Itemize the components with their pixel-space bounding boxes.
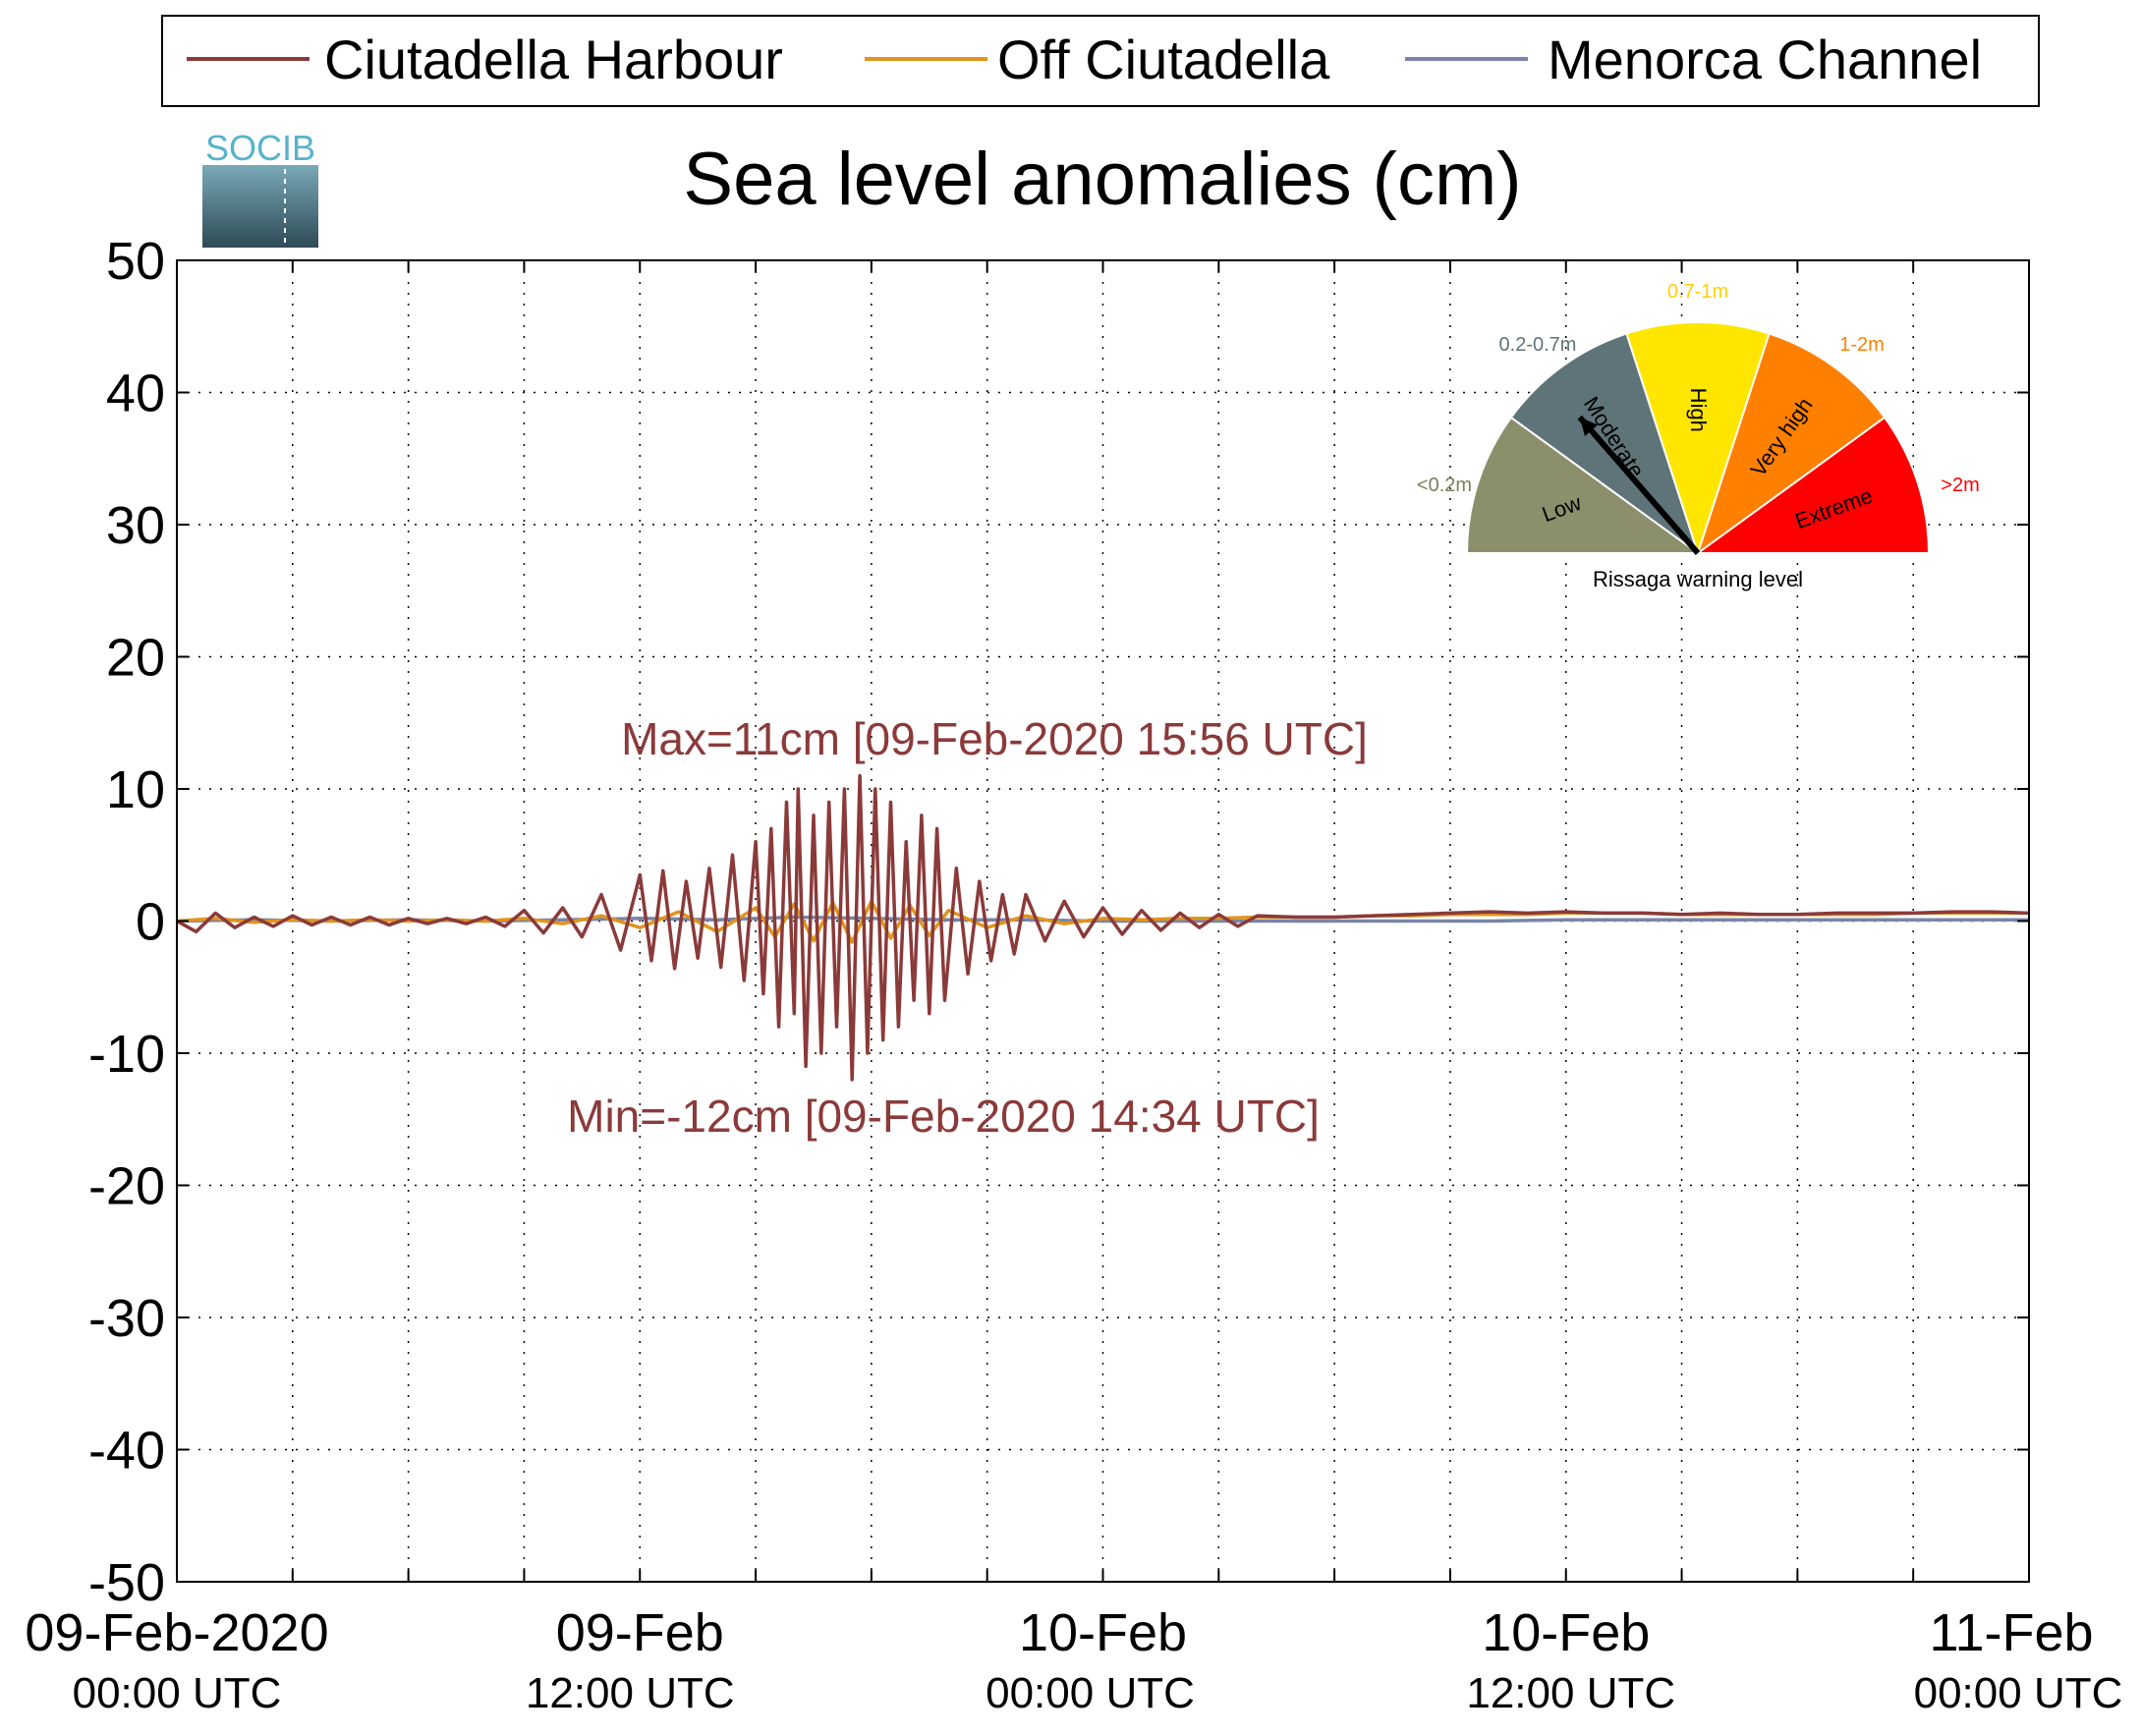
y-tick-label: -20 [88,1157,165,1216]
y-tick-label: 40 [106,364,165,423]
x-tick-label-time: 12:00 UTC [1466,1669,1675,1717]
y-tick-label: -50 [88,1553,165,1612]
legend-label: Ciutadella Harbour [324,28,783,90]
min-annotation: Min=-12cm [09-Feb-2020 14:34 UTC] [567,1091,1320,1142]
x-tick-label-date: 11-Feb [1929,1603,2093,1662]
legend: Ciutadella Harbour Off Ciutadella Menorca … [187,28,1982,90]
gauge-range-label: 0.7-1m [1667,281,1728,303]
gauge-range-label: >2m [1941,475,1979,496]
series-layer [176,773,2030,1082]
y-tick-label: 10 [106,760,165,819]
gauge-segment [1694,416,1931,554]
y-tick-label: 30 [106,496,165,555]
legend-box [161,15,2040,107]
x-tick-label-time: 00:00 UTC [1914,1669,2123,1717]
gauge-title: Rissaga warning level [1593,567,1803,591]
gauge-segment [1465,416,1702,554]
socib-logo-text: SOCIB [205,128,315,168]
x-tick-label-time: 12:00 UTC [526,1669,735,1717]
y-tick-label: 20 [106,629,165,688]
gauge-range-label: 1-2m [1839,334,1885,356]
x-axis: 09-Feb-2020 00:00 UTC 09-Feb 12:00 UTC 10-Fe… [25,260,2122,1717]
max-annotation: Max=11cm [09-Feb-2020 15:56 UTC] [621,713,1368,764]
x-tick-label-date: 10-Feb [1019,1603,1187,1662]
gauge-segment-label: High [1686,388,1711,432]
chart-title: Sea level anomalies (cm) [683,138,1521,221]
gauge-segment [1696,332,1887,556]
socib-logo: SOCIB [202,128,318,248]
x-tick-label-time: 00:00 UTC [73,1669,282,1717]
y-tick-label: 0 [136,893,165,952]
y-tick-label: -40 [88,1422,165,1481]
gauge-range-label: 0.2-0.7m [1499,334,1577,356]
legend-label: Off Ciutadella [997,28,1330,90]
gauge-needle-arrowhead [1579,417,1599,436]
y-axis: 50 40 30 20 10 0 -10 -20 -30 -40 -50 [88,232,2029,1612]
y-tick-label: -30 [88,1289,165,1348]
x-tick-label-date: 09-Feb [556,1603,724,1662]
y-tick-label: -10 [88,1025,165,1084]
x-tick-label-date: 10-Feb [1482,1603,1650,1662]
legend-label: Menorca Channel [1548,28,1982,90]
gauge-range-label: <0.2m [1417,475,1472,496]
gauge-segment [1625,321,1771,557]
series-line-ciutadella-harbour [176,773,2030,1082]
gauge-needle [1577,415,1701,555]
y-tick-label: 50 [106,232,165,291]
x-tick-label-time: 00:00 UTC [986,1669,1195,1717]
x-tick-label-date: 09-Feb-2020 [25,1603,328,1662]
